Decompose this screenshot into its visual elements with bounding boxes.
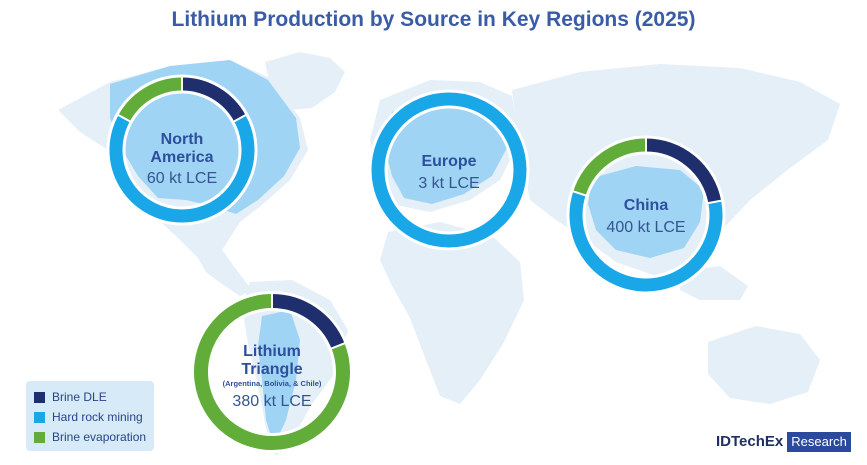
map-africa bbox=[380, 222, 524, 404]
region-value-north-america: 60 kt LCE bbox=[147, 170, 217, 187]
legend-swatch-brine-evaporation bbox=[34, 431, 45, 443]
map-highlight-europe bbox=[384, 96, 508, 204]
region-value-china: 400 kt LCE bbox=[606, 219, 685, 236]
legend: Brine DLE Hard rock mining Brine evapora… bbox=[26, 381, 154, 451]
donut-slice-north-america-brine-dle bbox=[181, 77, 246, 122]
legend-label: Brine DLE bbox=[52, 390, 107, 404]
donut-separator-china bbox=[571, 190, 587, 197]
donut-separator-lithium-triangle bbox=[330, 341, 346, 350]
donut-slice-china-hard-rock-mining bbox=[569, 191, 723, 292]
legend-swatch-brine-dle bbox=[34, 391, 45, 403]
logo-brand: IDTechEx bbox=[716, 433, 784, 450]
legend-item-brine-evaporation: Brine evaporation bbox=[34, 427, 154, 447]
donut-separator-china bbox=[707, 199, 723, 205]
map-central-america bbox=[198, 250, 252, 296]
donut-slice-china-brine-evaporation bbox=[573, 138, 647, 196]
region-label-lithium-triangle-line2: Triangle bbox=[241, 361, 302, 378]
donut-slice-north-america-brine-evaporation bbox=[118, 77, 183, 122]
map-australia bbox=[708, 326, 820, 404]
region-value-lithium-triangle: 380 kt LCE bbox=[232, 393, 311, 410]
legend-item-brine-dle: Brine DLE bbox=[34, 387, 154, 407]
region-label-north-america-line2: America bbox=[150, 149, 213, 166]
donut-slice-lithium-triangle-brine-evaporation bbox=[194, 294, 350, 450]
legend-label: Brine evaporation bbox=[52, 430, 147, 444]
region-note-lithium-triangle: (Argentina, Bolivia, & Chile) bbox=[223, 379, 322, 388]
donut-china bbox=[566, 135, 726, 295]
region-value-europe: 3 kt LCE bbox=[418, 175, 479, 192]
idtechex-logo: IDTechEx Research bbox=[716, 432, 851, 452]
donut-slice-lithium-triangle-brine-dle bbox=[271, 294, 345, 349]
legend-item-hard-rock-mining: Hard rock mining bbox=[34, 407, 154, 427]
map-highlight-china bbox=[588, 166, 704, 258]
donut-north-america bbox=[106, 74, 258, 226]
region-label-lithium-triangle-line1: Lithium bbox=[243, 343, 301, 360]
donut-lithium-triangle bbox=[191, 291, 353, 453]
logo-research-badge: Research bbox=[787, 432, 851, 452]
donut-europe bbox=[368, 89, 530, 251]
region-label-north-america-line1: North bbox=[161, 131, 204, 148]
donut-slice-europe-hard-rock-mining bbox=[371, 92, 527, 248]
donut-slice-china-brine-dle bbox=[645, 138, 722, 204]
donut-slice-north-america-hard-rock-mining bbox=[109, 115, 255, 223]
region-label-china: China bbox=[624, 197, 669, 214]
donut-separator-north-america bbox=[117, 113, 132, 123]
donut-separator-north-america bbox=[232, 113, 247, 123]
legend-swatch-hard-rock-mining bbox=[34, 411, 45, 423]
region-label-europe: Europe bbox=[421, 153, 476, 170]
map-greenland bbox=[265, 52, 345, 110]
map-highlight-lithium-triangle bbox=[258, 310, 300, 446]
chart-title: Lithium Production by Source in Key Regi… bbox=[171, 8, 696, 31]
legend-label: Hard rock mining bbox=[52, 410, 143, 424]
